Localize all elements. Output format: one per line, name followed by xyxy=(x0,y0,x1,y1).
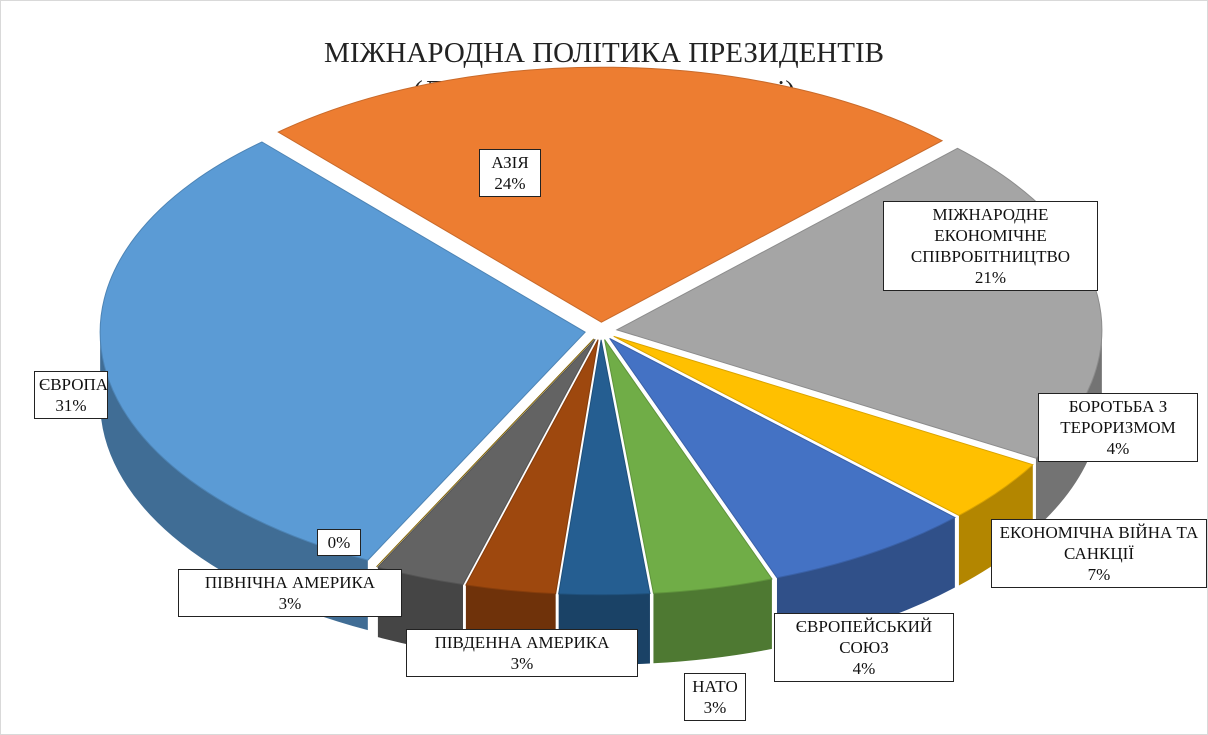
label-value: 7% xyxy=(1087,565,1111,584)
data-label: 0% xyxy=(317,529,361,556)
label-value: 3% xyxy=(278,594,302,613)
label-value: 3% xyxy=(510,654,534,673)
data-label: МІЖНАРОДНЕ ЕКОНОМІЧНЕ СПІВРОБІТНИЦТВО 21% xyxy=(883,201,1098,291)
slice xyxy=(376,338,595,568)
label-value: 31% xyxy=(55,396,87,415)
slice xyxy=(609,337,956,579)
slice xyxy=(277,66,944,323)
slice xyxy=(604,339,773,594)
slice xyxy=(465,339,599,595)
label-name: БОРОТЬБА З ТЕРОРИЗМОМ xyxy=(1060,397,1176,437)
pie-tops xyxy=(99,66,1103,596)
label-value: 24% xyxy=(494,174,526,193)
label-value: 3% xyxy=(703,698,727,717)
label-name: ЄВРОПЕЙСЬКИЙ СОЮЗ xyxy=(795,617,933,657)
label-value: 0% xyxy=(327,533,351,552)
slice xyxy=(376,338,596,586)
label-value: 21% xyxy=(974,268,1007,287)
slice xyxy=(558,339,651,596)
label-name: АЗІЯ xyxy=(491,153,529,172)
data-label: БОРОТЬБА З ТЕРОРИЗМОМ 4% xyxy=(1038,393,1198,462)
data-label: НАТО 3% xyxy=(684,673,746,721)
data-label: ЄВРОПА 31% xyxy=(34,371,108,419)
chart-title: МІЖНАРОДНА ПОЛІТИКА ПРЕЗИДЕНТІВ xyxy=(324,37,884,69)
slice-side xyxy=(653,578,772,664)
slice xyxy=(99,141,586,561)
slice xyxy=(613,335,1034,517)
label-name: ПІВДЕННА АМЕРИКА xyxy=(434,633,610,652)
data-label: ЄВРОПЕЙСЬКИЙ СОЮЗ 4% xyxy=(774,613,954,682)
label-name: ЄВРОПА xyxy=(39,375,109,394)
data-label: ПІВНІЧНА АМЕРИКА 3% xyxy=(178,569,402,617)
data-label: АЗІЯ 24% xyxy=(479,149,541,197)
data-label: ЕКОНОМІЧНА ВІЙНА ТА САНКЦІЇ 7% xyxy=(991,519,1207,588)
label-value: 4% xyxy=(1106,439,1130,458)
label-name: ЕКОНОМІЧНА ВІЙНА ТА САНКЦІЇ xyxy=(999,523,1199,563)
label-name: МІЖНАРОДНЕ ЕКОНОМІЧНЕ СПІВРОБІТНИЦТВО xyxy=(910,205,1071,266)
data-label: ПІВДЕННА АМЕРИКА 3% xyxy=(406,629,638,677)
label-value: 4% xyxy=(852,659,876,678)
label-name: НАТО xyxy=(692,677,738,696)
slice-side xyxy=(100,332,368,631)
label-name: ПІВНІЧНА АМЕРИКА xyxy=(204,573,376,592)
